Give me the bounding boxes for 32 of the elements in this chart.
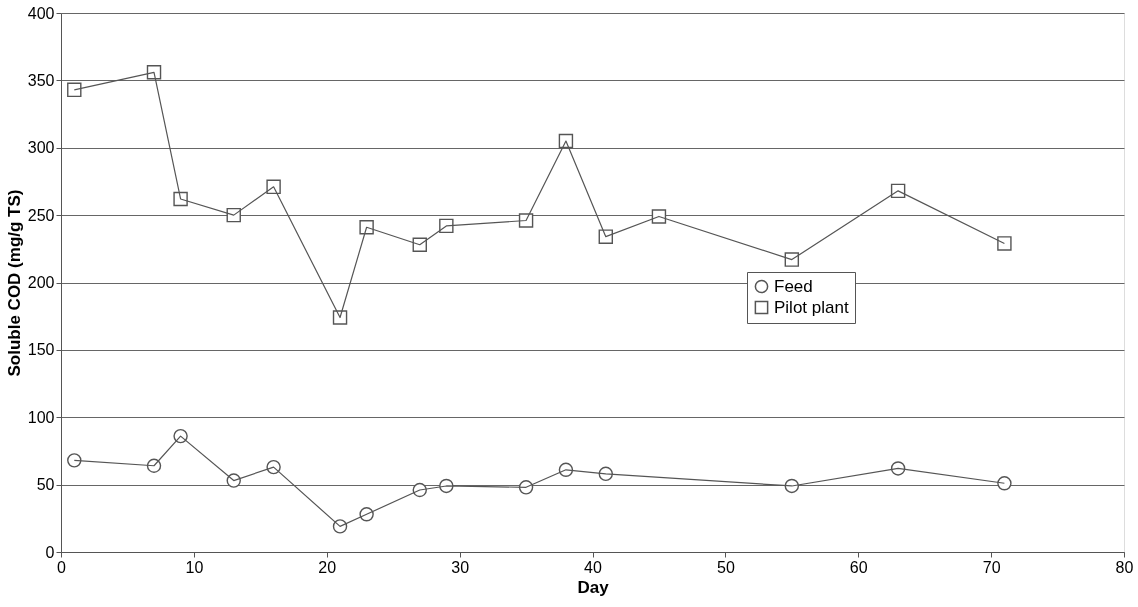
x-tick-label: 40 — [584, 558, 602, 576]
y-tick-label: 0 — [45, 543, 55, 561]
point — [359, 220, 374, 235]
y-tick-label: 250 — [27, 206, 55, 224]
point — [173, 191, 188, 207]
y-tick-label: 350 — [27, 71, 55, 89]
x-tick-label: 50 — [716, 558, 735, 576]
y-tick-label: 100 — [27, 408, 55, 426]
x-tick-label: 0 — [57, 558, 67, 576]
x-tick-label: 70 — [982, 558, 1001, 576]
x-tick-label: 10 — [185, 558, 204, 576]
x-tick-label: 20 — [318, 558, 337, 576]
x-axis-title: Day — [577, 577, 610, 597]
legend-label: Feed — [774, 276, 813, 296]
x-tick-label: 30 — [451, 558, 470, 576]
point — [146, 65, 162, 80]
point — [332, 310, 348, 325]
y-tick-label: 300 — [27, 139, 55, 157]
point — [598, 229, 614, 244]
point — [67, 82, 82, 98]
point — [439, 218, 454, 234]
y-tick-label: 400 — [27, 4, 55, 22]
y-axis-title: Soluble COD (mg/g TS) — [4, 189, 24, 377]
point — [997, 476, 1012, 491]
point — [67, 453, 82, 468]
y-tick-label: 150 — [27, 341, 55, 359]
y-tick-label: 50 — [36, 476, 55, 494]
x-tick-label: 80 — [1115, 558, 1134, 576]
x-tick-label: 60 — [849, 558, 868, 576]
y-tick-label: 200 — [27, 274, 55, 291]
point — [997, 236, 1012, 251]
legend-label: Pilot plant — [774, 297, 849, 317]
